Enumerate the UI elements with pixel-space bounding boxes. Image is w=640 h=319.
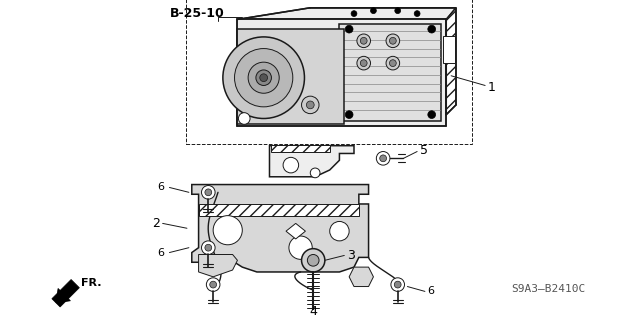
Circle shape <box>386 56 399 70</box>
Circle shape <box>301 249 325 272</box>
Circle shape <box>307 255 319 266</box>
Circle shape <box>330 221 349 241</box>
Bar <box>444 36 455 63</box>
Circle shape <box>239 113 250 124</box>
Circle shape <box>345 25 353 33</box>
Polygon shape <box>349 267 373 286</box>
Circle shape <box>205 244 212 251</box>
Text: 4: 4 <box>309 305 317 318</box>
Circle shape <box>390 37 396 44</box>
Circle shape <box>301 96 319 114</box>
Text: 5: 5 <box>420 144 428 157</box>
Circle shape <box>360 37 367 44</box>
Text: 3: 3 <box>347 249 355 262</box>
Circle shape <box>283 157 299 173</box>
Circle shape <box>206 278 220 291</box>
Circle shape <box>357 56 371 70</box>
Text: 2: 2 <box>152 217 160 230</box>
Circle shape <box>390 60 396 67</box>
Polygon shape <box>446 8 456 115</box>
Circle shape <box>223 37 305 118</box>
Polygon shape <box>269 146 354 177</box>
Circle shape <box>386 34 399 48</box>
Polygon shape <box>56 288 70 303</box>
Circle shape <box>351 11 357 17</box>
Circle shape <box>213 216 243 245</box>
Circle shape <box>345 111 353 118</box>
Circle shape <box>260 74 268 82</box>
Bar <box>271 145 330 152</box>
Circle shape <box>414 11 420 17</box>
Circle shape <box>371 8 376 14</box>
Circle shape <box>357 34 371 48</box>
Text: 6: 6 <box>157 248 164 257</box>
Circle shape <box>394 281 401 288</box>
Circle shape <box>202 241 215 255</box>
Text: S9A3—B2410C: S9A3—B2410C <box>511 285 586 294</box>
Text: 6: 6 <box>157 182 164 192</box>
Circle shape <box>202 186 215 199</box>
Circle shape <box>234 48 293 107</box>
Circle shape <box>380 155 387 162</box>
Circle shape <box>307 101 314 109</box>
Polygon shape <box>237 8 456 19</box>
Polygon shape <box>286 223 305 239</box>
Circle shape <box>256 70 271 85</box>
Circle shape <box>428 111 436 118</box>
Polygon shape <box>237 19 446 126</box>
Circle shape <box>360 60 367 67</box>
Polygon shape <box>192 185 369 272</box>
Circle shape <box>428 25 436 33</box>
Polygon shape <box>339 24 442 122</box>
Circle shape <box>391 278 404 291</box>
Circle shape <box>289 236 312 259</box>
Circle shape <box>248 62 279 93</box>
Circle shape <box>210 281 216 288</box>
Circle shape <box>376 152 390 165</box>
Polygon shape <box>198 255 237 277</box>
Bar <box>186 0 472 144</box>
Text: 1: 1 <box>488 81 496 94</box>
Text: B-25-10: B-25-10 <box>170 7 224 20</box>
Text: FR.: FR. <box>81 278 102 288</box>
Circle shape <box>205 189 212 196</box>
Polygon shape <box>198 204 359 216</box>
Polygon shape <box>237 29 344 124</box>
Circle shape <box>310 168 320 178</box>
Polygon shape <box>52 279 79 307</box>
Circle shape <box>395 8 401 14</box>
Text: 6: 6 <box>427 286 434 296</box>
